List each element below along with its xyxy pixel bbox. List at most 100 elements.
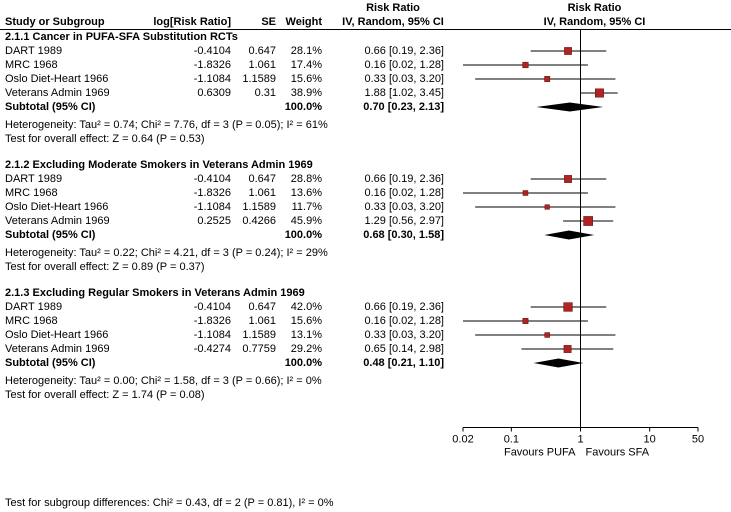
study-name: Veterans Admin 1969 xyxy=(5,343,110,355)
subtotal-label: Subtotal (95% CI) xyxy=(5,357,96,369)
log-risk-ratio-value: -0.4104 xyxy=(193,301,231,313)
se-value: 0.7759 xyxy=(242,343,276,355)
ci-column-title: Risk Ratio xyxy=(366,2,420,14)
risk-ratio-ci-text: 1.88 [1.02, 3.45] xyxy=(364,87,444,99)
subgroup-title: 2.1.1 Cancer in PUFA-SFA Substitution RC… xyxy=(5,31,238,43)
log-risk-ratio-value: -1.8326 xyxy=(193,59,231,71)
log-risk-ratio-value: -1.1084 xyxy=(193,201,231,213)
se-value: 0.31 xyxy=(254,87,276,99)
study-row: MRC 1968 -1.8326 1.061 13.6% 0.16 [0.02, 1.2… xyxy=(0,186,731,200)
log-risk-ratio-value: -1.1084 xyxy=(193,329,231,341)
subtotal-row: Subtotal (95% CI) 100.0% 0.48 [0.21, 1.10] xyxy=(0,356,731,370)
se-value: 0.647 xyxy=(248,45,276,57)
effect-square xyxy=(544,76,551,82)
study-row: Veterans Admin 1969 0.6309 0.31 38.9% 1.88 [… xyxy=(0,86,731,100)
forest-plot-canvas: 0.02 0.1 1 10 50 Favours PUFA Favours SFA xyxy=(452,30,704,459)
se-value: 1.1589 xyxy=(242,73,276,85)
weight-value: 17.4% xyxy=(290,59,322,71)
empty-cell xyxy=(150,356,235,370)
se-value: 1.061 xyxy=(248,187,276,199)
header-row-bottom: Study or Subgroup log[Risk Ratio] SE Wei… xyxy=(0,15,731,29)
subgroup-title-row: 2.1.2 Excluding Moderate Smokers in Vete… xyxy=(0,158,731,172)
effect-square xyxy=(522,190,529,196)
heterogeneity-row: Heterogeneity: Tau² = 0.00; Chi² = 1.58,… xyxy=(0,374,731,388)
study-name: DART 1989 xyxy=(5,173,63,185)
heterogeneity-text: Heterogeneity: Tau² = 0.22; Chi² = 4.21,… xyxy=(5,247,328,259)
study-row: Veterans Admin 1969 -0.4274 0.7759 29.2% 0.6… xyxy=(0,342,731,356)
subtotal-ci-text: 0.68 [0.30, 1.58] xyxy=(363,229,444,241)
weight-value: 42.0% xyxy=(290,301,322,313)
study-name: MRC 1968 xyxy=(5,187,58,199)
heterogeneity-row: Heterogeneity: Tau² = 0.22; Chi² = 4.21,… xyxy=(0,246,731,260)
overall-effect-text: Test for overall effect: Z = 0.89 (P = 0… xyxy=(5,261,205,273)
study-name: Veterans Admin 1969 xyxy=(5,215,110,227)
effect-square xyxy=(544,204,550,210)
header-row-top: Risk Ratio Risk Ratio xyxy=(0,1,731,15)
se-value: 0.647 xyxy=(248,173,276,185)
effect-square xyxy=(522,61,529,69)
log-risk-ratio-value: -1.1084 xyxy=(193,73,231,85)
subgroup-title-row: 2.1.3 Excluding Regular Smokers in Veter… xyxy=(0,286,731,300)
risk-ratio-ci-text: 0.66 [0.19, 2.36] xyxy=(364,45,444,57)
axis-tick-label: 0.1 xyxy=(504,434,519,446)
overall-effect-row: Test for overall effect: Z = 0.64 (P = 0… xyxy=(0,132,731,146)
study-row: DART 1989 -0.4104 0.647 28.8% 0.66 [0.19, 2.… xyxy=(0,172,731,186)
study-name: Oslo Diet-Heart 1966 xyxy=(5,201,109,213)
subtotal-weight: 100.0% xyxy=(284,357,322,369)
table-header: Risk Ratio Risk Ratio Study or Subgroup … xyxy=(0,0,731,30)
risk-ratio-ci-text: 0.33 [0.03, 3.20] xyxy=(364,201,444,213)
study-row: MRC 1968 -1.8326 1.061 17.4% 0.16 [0.02, 1.2… xyxy=(0,58,731,72)
empty-cell xyxy=(235,228,280,242)
subtotal-ci-text: 0.70 [0.23, 2.13] xyxy=(363,101,444,113)
risk-ratio-ci-text: 0.16 [0.02, 1.28] xyxy=(364,187,444,199)
log-risk-ratio-value: -1.8326 xyxy=(193,187,231,199)
study-name: MRC 1968 xyxy=(5,59,58,71)
empty-header-cell xyxy=(150,1,235,15)
empty-cell xyxy=(150,228,235,242)
study-name: MRC 1968 xyxy=(5,315,58,327)
log-risk-ratio-value: -0.4104 xyxy=(193,173,231,185)
effect-square xyxy=(595,88,604,98)
empty-cell xyxy=(150,100,235,114)
subtotal-ci-text: 0.48 [0.21, 1.10] xyxy=(363,357,444,369)
subtotal-weight: 100.0% xyxy=(284,229,322,241)
weight-value: 15.6% xyxy=(290,315,322,327)
heterogeneity-text: Heterogeneity: Tau² = 0.74; Chi² = 7.76,… xyxy=(5,119,328,131)
overall-effect-text: Test for overall effect: Z = 0.64 (P = 0… xyxy=(5,133,205,145)
risk-ratio-ci-text: 0.16 [0.02, 1.28] xyxy=(364,59,444,71)
study-name: Oslo Diet-Heart 1966 xyxy=(5,329,109,341)
col-header-study: Study or Subgroup xyxy=(5,16,105,28)
log-risk-ratio-value: -0.4274 xyxy=(193,343,231,355)
col-header-weight: Weight xyxy=(285,16,322,28)
study-name: DART 1989 xyxy=(5,301,63,313)
subtotal-diamond xyxy=(533,358,584,368)
log-risk-ratio-value: 0.6309 xyxy=(197,87,231,99)
col-header-ci-method: IV, Random, 95% CI xyxy=(342,16,444,28)
risk-ratio-ci-text: 0.33 [0.03, 3.20] xyxy=(364,329,444,341)
study-row: DART 1989 -0.4104 0.647 28.1% 0.66 [0.19, 2.… xyxy=(0,44,731,58)
empty-header-cell xyxy=(235,1,280,15)
empty-header-cell xyxy=(280,1,328,15)
subgroup-title-row: 2.1.1 Cancer in PUFA-SFA Substitution RC… xyxy=(0,30,731,44)
axis-tick-label: 0.02 xyxy=(452,434,473,446)
heterogeneity-row: Heterogeneity: Tau² = 0.74; Chi² = 7.76,… xyxy=(0,118,731,132)
weight-value: 28.1% xyxy=(290,45,322,57)
study-row: MRC 1968 -1.8326 1.061 15.6% 0.16 [0.02, 1.2… xyxy=(0,314,731,328)
study-name: Veterans Admin 1969 xyxy=(5,87,110,99)
subtotal-label: Subtotal (95% CI) xyxy=(5,101,96,113)
axis-tick-label: 1 xyxy=(577,434,583,446)
weight-value: 45.9% xyxy=(290,215,322,227)
se-value: 0.4266 xyxy=(242,215,276,227)
log-risk-ratio-value: -0.4104 xyxy=(193,45,231,57)
effect-square xyxy=(563,302,573,312)
subtotal-row: Subtotal (95% CI) 100.0% 0.68 [0.30, 1.58] xyxy=(0,228,731,242)
risk-ratio-ci-text: 0.65 [0.14, 2.98] xyxy=(364,343,444,355)
forest-table-body: 2.1.1 Cancer in PUFA-SFA Substitution RC… xyxy=(0,30,731,414)
se-value: 1.061 xyxy=(248,59,276,71)
risk-ratio-ci-text: 0.66 [0.19, 2.36] xyxy=(364,301,444,313)
study-row: Oslo Diet-Heart 1966 -1.1084 1.1589 15.6% 0.… xyxy=(0,72,731,86)
study-row: Veterans Admin 1969 0.2525 0.4266 45.9% 1.29… xyxy=(0,214,731,228)
subtotal-diamond xyxy=(536,102,604,112)
favours-right-label: Favours SFA xyxy=(586,447,650,459)
